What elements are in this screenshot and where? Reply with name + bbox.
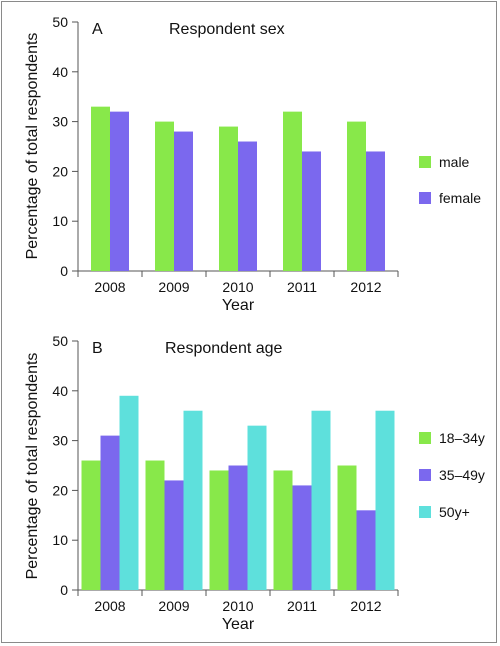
panel-b-x-tick-label: 2010 bbox=[222, 598, 253, 614]
panel-b-bar bbox=[228, 465, 248, 590]
panel-a-y-tick-label: 50 bbox=[52, 14, 68, 30]
panel-b-bar bbox=[311, 410, 331, 590]
panel-a-x-tick-label: 2009 bbox=[158, 279, 189, 295]
panel-b-x-tick-label: 2009 bbox=[158, 598, 189, 614]
panel-b-bar bbox=[119, 395, 139, 590]
panel-b-bar bbox=[183, 410, 203, 590]
panel-b-bar bbox=[209, 470, 229, 590]
panel-a-bar bbox=[283, 111, 302, 271]
panel-a-y-tick-label: 20 bbox=[52, 163, 68, 179]
panel-a-legend-label: male bbox=[439, 154, 470, 170]
panel-a-x-tick-label: 2008 bbox=[94, 279, 125, 295]
panel-a-bar bbox=[91, 106, 110, 271]
panel-b-x-tick-label: 2008 bbox=[94, 598, 125, 614]
panel-b-legend: 18–34y 35–49y 50y+ bbox=[419, 430, 485, 520]
panel-a-ylabel: Percentage of total respondents bbox=[24, 33, 41, 260]
panel-b-bar bbox=[145, 460, 165, 590]
panel-b-legend-label: 50y+ bbox=[439, 504, 470, 520]
panel-b-bar bbox=[247, 425, 267, 590]
panel-a-legend-label: female bbox=[439, 190, 481, 206]
panel-b-xlabel: Year bbox=[222, 616, 255, 633]
panel-b-y-tick-label: 50 bbox=[52, 333, 68, 349]
panel-b-legend-label: 35–49y bbox=[439, 467, 485, 483]
panel-b-bar bbox=[292, 485, 312, 590]
panel-a-title: Respondent sex bbox=[169, 21, 285, 38]
panel-b: B Respondent age Percentage of total res… bbox=[24, 333, 485, 633]
panel-a-bar bbox=[110, 111, 129, 271]
panel-a-y-tick-label: 10 bbox=[52, 213, 68, 229]
panel-b-legend-swatch bbox=[419, 506, 431, 518]
panel-a-y-tick-label: 40 bbox=[52, 64, 68, 80]
panel-b-x-tick-label: 2012 bbox=[350, 598, 381, 614]
panel-a-legend: male female bbox=[419, 154, 481, 206]
panel-b-bar bbox=[375, 410, 395, 590]
panel-a-plot: 0 10 20 30 40 50 2008 2009 2010 2011 2012 bbox=[52, 14, 399, 295]
panel-b-legend-label: 18–34y bbox=[439, 430, 485, 446]
panel-a-x-tick-label: 2012 bbox=[350, 279, 381, 295]
panel-a-x-tick-label: 2011 bbox=[287, 279, 317, 295]
panel-a-legend-swatch bbox=[419, 156, 431, 168]
panel-b-y-tick-label: 40 bbox=[52, 383, 68, 399]
panel-a-letter: A bbox=[92, 21, 103, 38]
panel-b-y-tick-label: 0 bbox=[60, 582, 68, 598]
panel-a-xlabel: Year bbox=[222, 297, 255, 314]
panel-a-bar bbox=[174, 131, 193, 271]
panel-b-y-tick-label: 20 bbox=[52, 482, 68, 498]
panel-b-bar bbox=[164, 480, 184, 590]
panel-b-legend-swatch bbox=[419, 469, 431, 481]
panel-a: A Respondent sex Percentage of total res… bbox=[24, 14, 481, 314]
panel-a-bar bbox=[302, 151, 321, 271]
panel-b-plot: 0 10 20 30 40 50 2008 2009 2010 2011 2012 bbox=[52, 333, 399, 614]
panel-b-bar bbox=[100, 435, 120, 590]
panel-a-x-tick-label: 2010 bbox=[222, 279, 253, 295]
panel-a-y-tick-label: 0 bbox=[60, 263, 68, 279]
panel-b-bar bbox=[356, 510, 376, 590]
panel-a-legend-swatch bbox=[419, 192, 431, 204]
panel-b-bar bbox=[81, 460, 101, 590]
panel-b-bar bbox=[337, 465, 357, 590]
panel-a-bar bbox=[219, 126, 238, 271]
panel-a-bar bbox=[155, 121, 174, 271]
panel-b-y-tick-label: 10 bbox=[52, 532, 68, 548]
panel-a-bar bbox=[347, 121, 366, 271]
panel-b-title: Respondent age bbox=[165, 340, 283, 357]
panel-b-letter: B bbox=[92, 340, 103, 357]
panel-b-legend-swatch bbox=[419, 432, 431, 444]
panel-b-bar bbox=[273, 470, 293, 590]
panel-b-ylabel: Percentage of total respondents bbox=[24, 353, 41, 580]
panel-a-bar bbox=[238, 141, 257, 271]
panel-a-bar bbox=[366, 151, 385, 271]
panel-b-x-tick-label: 2011 bbox=[287, 598, 317, 614]
panel-b-y-tick-label: 30 bbox=[52, 433, 68, 449]
panel-a-y-tick-label: 30 bbox=[52, 114, 68, 130]
